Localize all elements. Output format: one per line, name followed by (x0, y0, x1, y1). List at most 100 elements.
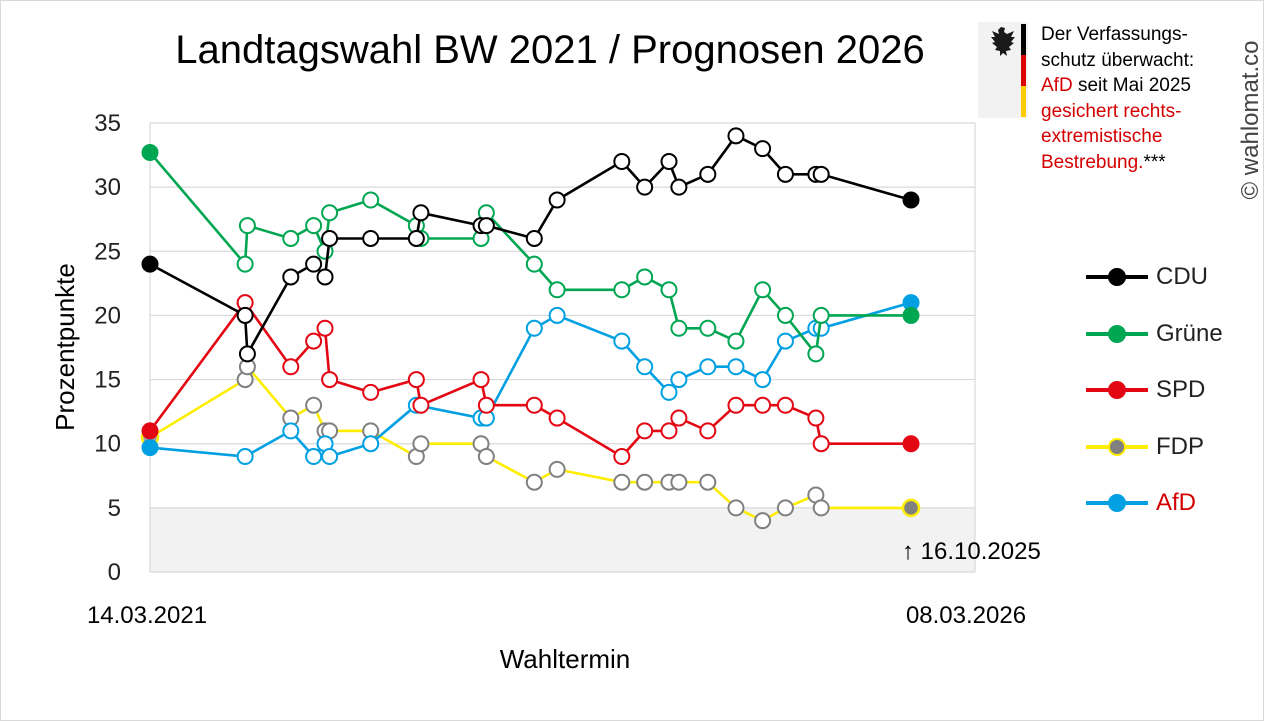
data-point-cdu (670, 178, 688, 196)
data-point-spd (636, 422, 654, 440)
data-point-fdp (901, 498, 921, 518)
legend-label-gruene: Grüne (1156, 319, 1223, 347)
notice-line-3-rest: seit Mai 2025 (1072, 75, 1191, 96)
data-point-cdu (660, 152, 678, 170)
data-point-afd (636, 358, 654, 376)
chart-title: Landtagswahl BW 2021 / Prognosen 2026 (175, 28, 925, 72)
data-point-spd (282, 358, 300, 376)
y-tick-label: 0 (108, 559, 121, 586)
data-point-spd (812, 435, 830, 453)
data-point-cdu (754, 140, 772, 158)
x-start-label: 14.03.2021 (87, 602, 207, 629)
notice-red-3: Bestrebung. (1041, 151, 1144, 173)
y-tick-label: 25 (94, 238, 121, 265)
data-point-cdu (282, 268, 300, 286)
legend-label-afd: AfD (1156, 489, 1197, 516)
data-point-gruene (613, 281, 631, 299)
data-point-afd (321, 448, 339, 466)
data-point-spd (316, 319, 334, 337)
data-point-afd (776, 332, 794, 350)
y-tick-label: 5 (108, 495, 121, 522)
data-point-cdu (412, 204, 430, 222)
data-point-afd (670, 371, 688, 389)
data-point-gruene (525, 255, 543, 273)
legend-label-spd: SPD (1156, 376, 1206, 403)
x-axis-label: Wahltermin (500, 644, 631, 674)
data-point-spd (613, 448, 631, 466)
data-point-gruene (670, 319, 688, 337)
data-point-cdu (548, 191, 566, 209)
legend-label-cdu: CDU (1156, 263, 1208, 290)
data-point-spd (670, 409, 688, 427)
y-tick-label: 30 (94, 174, 121, 201)
data-point-spd (902, 435, 920, 453)
data-point-gruene (321, 204, 339, 222)
legend-marker-fdp (1086, 437, 1148, 456)
data-point-spd (477, 396, 495, 414)
data-point-cdu (525, 229, 543, 247)
data-point-gruene (812, 306, 830, 324)
data-point-gruene (236, 255, 254, 273)
data-point-gruene (238, 217, 256, 235)
data-point-cdu (305, 255, 323, 273)
data-point-cdu (141, 255, 159, 273)
x-end-label: 08.03.2026 (906, 602, 1026, 629)
data-point-fdp (812, 499, 830, 517)
data-point-cdu (776, 165, 794, 183)
data-point-fdp (412, 435, 430, 453)
data-point-gruene (141, 144, 159, 162)
below-threshold-band (150, 507, 975, 572)
data-point-afd (727, 358, 745, 376)
data-point-cdu (407, 229, 425, 247)
data-point-cdu (613, 152, 631, 170)
data-point-spd (321, 371, 339, 389)
data-point-afd (362, 435, 380, 453)
data-point-cdu (362, 229, 380, 247)
legend-marker-cdu (1086, 268, 1148, 286)
data-point-fdp (548, 460, 566, 478)
data-point-gruene (902, 306, 920, 324)
data-point-gruene (636, 268, 654, 286)
data-point-spd (141, 422, 159, 440)
data-point-fdp (636, 473, 654, 491)
data-point-afd (660, 383, 678, 401)
data-point-gruene (548, 281, 566, 299)
data-point-fdp (477, 448, 495, 466)
notice-afd: AfD (1041, 75, 1073, 96)
data-point-gruene (776, 306, 794, 324)
data-point-spd (807, 409, 825, 427)
notice-line-2: schutz überwacht: (1041, 49, 1195, 71)
data-point-afd (754, 371, 772, 389)
data-point-spd (362, 383, 380, 401)
data-point-fdp (727, 499, 745, 517)
notice-line-1: Der Verfassungs- (1041, 24, 1188, 45)
data-point-cdu (636, 178, 654, 196)
data-point-spd (699, 422, 717, 440)
data-point-spd (412, 396, 430, 414)
y-tick-label: 35 (94, 110, 121, 137)
data-point-gruene (305, 217, 323, 235)
data-point-spd (776, 396, 794, 414)
data-point-cdu (699, 165, 717, 183)
data-point-spd (660, 422, 678, 440)
data-point-fdp (670, 473, 688, 491)
data-point-afd (613, 332, 631, 350)
data-point-cdu (727, 127, 745, 145)
data-point-spd (525, 396, 543, 414)
verfassungsschutz-notice: Der Verfassungs- schutz überwacht: AfD s… (1041, 22, 1226, 175)
notice-red-1: gesichert rechts- (1041, 100, 1182, 122)
data-point-spd (472, 371, 490, 389)
data-point-afd (141, 439, 159, 457)
data-point-afd (699, 358, 717, 376)
data-point-afd (236, 448, 254, 466)
data-point-cdu (238, 345, 256, 363)
data-point-spd (407, 371, 425, 389)
y-axis-label: Prozentpunkte (50, 263, 80, 431)
data-point-fdp (699, 473, 717, 491)
legend-marker-gruene (1086, 324, 1148, 343)
data-point-spd (754, 396, 772, 414)
data-point-cdu (236, 306, 254, 324)
data-point-fdp (754, 512, 772, 530)
data-point-fdp (776, 499, 794, 517)
